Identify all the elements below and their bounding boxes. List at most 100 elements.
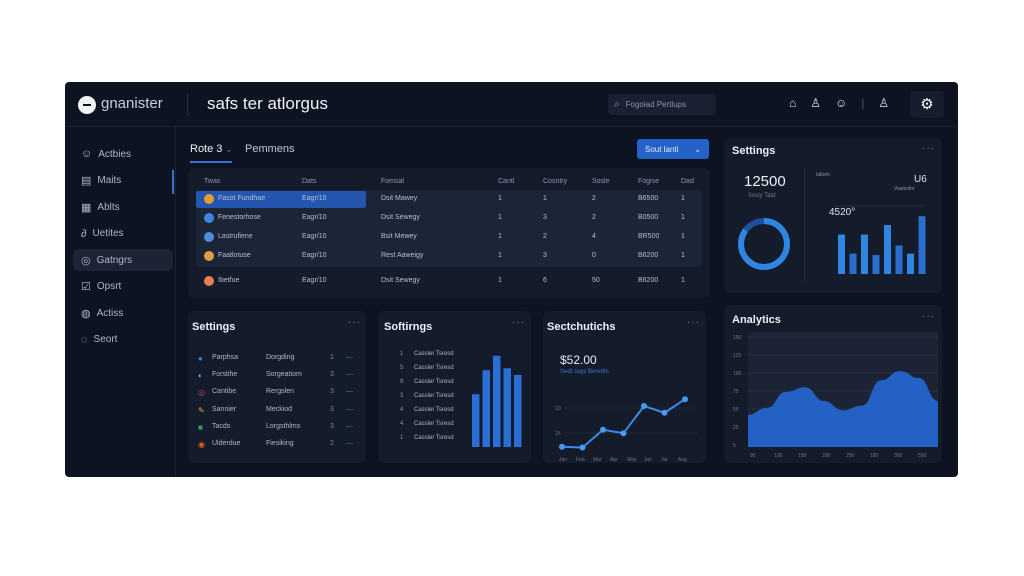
list-item[interactable]: ◎ Cantibe Rergslen 3 — xyxy=(198,388,358,402)
list-item[interactable]: ◐ Forstihe Sorgeatiom 3 — xyxy=(198,371,358,385)
column-header[interactable]: Cantl xyxy=(498,178,515,185)
minus-icon[interactable]: — xyxy=(346,354,353,361)
table-row[interactable]: Fenestorhose Eagr/10 Dsit Sewegy 1 3 2 B0500 1 xyxy=(196,210,702,229)
x-tick: Jun xyxy=(644,457,652,463)
sort-button[interactable]: Sout lanti ⌄ xyxy=(637,139,709,159)
app-window: gnanister safs ter atlorgus ⌕ Fogoiad Pe… xyxy=(65,82,958,477)
column-header[interactable]: Fogise xyxy=(638,178,660,185)
account-icon[interactable]: ♙ xyxy=(878,96,890,110)
list-item[interactable]: ● Parphsa Dorgding 1 — xyxy=(198,354,358,368)
support-icon: ◌ xyxy=(81,333,88,346)
table-row[interactable]: Ibetfue Eagr/10 Dsit Sewegy 1 6 50 B6200 1 xyxy=(196,273,702,292)
minus-icon[interactable]: — xyxy=(346,405,353,413)
x-tick: Jan xyxy=(559,457,567,463)
app-name: gnanister xyxy=(101,95,163,112)
x-tick: May xyxy=(627,457,637,463)
table-cell: Dsit Sewegy xyxy=(381,214,420,221)
list-item[interactable]: ◉ Ulderdue Fiesiking 2 — xyxy=(198,440,358,454)
tab-rote[interactable]: Rote 3 ⌄ xyxy=(190,143,233,163)
minus-icon[interactable]: — xyxy=(346,371,353,379)
table-row[interactable]: Faatlotuse Eagr/10 Rest Aaweigy 1 3 0 B6200 1 xyxy=(196,248,702,267)
sidebar-item-seort[interactable]: ◌ Seort xyxy=(73,329,173,351)
analytics-card: Analytics ··· 150 125 100 75 50 25 5 95 100 150 20… xyxy=(724,305,942,463)
item-name: Cantibe xyxy=(212,388,237,396)
gift-icon[interactable]: ⌂ xyxy=(789,96,797,110)
search-input[interactable]: ⌕ Fogoiad Pertlups xyxy=(608,94,716,115)
sidebar-item-label: Actiss xyxy=(96,307,124,319)
table-cell: 3 xyxy=(543,252,547,259)
table-cell: 2 xyxy=(543,233,547,240)
x-tick: Aug xyxy=(678,457,687,463)
card-title: Softirngs xyxy=(384,321,433,333)
chevron-down-icon: ⌄ xyxy=(225,145,233,154)
more-icon[interactable]: ··· xyxy=(512,317,525,328)
sidebar-item-maits[interactable]: ▤ Maits xyxy=(73,170,173,192)
sidebar-item-gatngrs[interactable]: ◎ Gatngrs xyxy=(73,249,173,271)
big-caption: Sosly Tatd xyxy=(748,193,776,199)
minus-icon[interactable]: — xyxy=(346,388,353,396)
column-header[interactable]: Dats xyxy=(302,178,317,185)
item-name: Ulderdue xyxy=(212,440,241,447)
sidebar-scrollbar[interactable] xyxy=(172,170,174,194)
column-header[interactable]: Sosle xyxy=(592,178,610,185)
item-name: Tacds xyxy=(212,422,231,430)
item-name: Sannier xyxy=(212,405,237,413)
list-item[interactable]: ■ Tacds Lorgsthlms 3 — xyxy=(198,423,358,437)
more-icon[interactable]: ··· xyxy=(922,311,935,322)
item-count: 3 xyxy=(330,388,334,396)
list-card: Settings ··· ● Parphsa Dorgding 1 — ◐ Forstihe… xyxy=(188,311,366,463)
sort-button-label: Sout lanti xyxy=(645,144,679,154)
table-cell: 1 xyxy=(681,195,685,202)
stat-value: $52.00 xyxy=(560,353,597,367)
table-row[interactable]: Fasot Fundhae Eagr/10 Dsit Mawey 1 1 2 B6500 1 xyxy=(196,191,702,210)
card-icon: ▤ xyxy=(81,175,92,187)
column-header[interactable]: Cosntry xyxy=(543,178,568,185)
avatar xyxy=(204,213,214,223)
bar xyxy=(872,254,880,274)
list-item[interactable]: ✎ Sannier Meckiod 3 — xyxy=(198,406,358,420)
avatar xyxy=(204,194,214,204)
line-chart: 10 15 Jan Feb Mar Apr May Jun Jul Aug xyxy=(555,396,698,463)
table-cell: Fenestorhose xyxy=(218,214,261,221)
sidebar-item-actbies[interactable]: ☺ Actbies xyxy=(73,143,173,165)
minus-icon[interactable]: — xyxy=(346,440,353,447)
x-tick: 95 xyxy=(750,453,756,459)
help-icon[interactable]: ☺ xyxy=(835,96,848,110)
table-cell: 2 xyxy=(592,195,596,202)
table-cell: 1 xyxy=(498,252,502,259)
table-row[interactable]: Lastrufiene Eagr/10 Bsit Mewey 1 2 4 BR500 1 xyxy=(196,229,702,248)
tab-pemmens[interactable]: Pemmens xyxy=(245,143,295,155)
sidebar-item-opsrt[interactable]: ☑ Opsrt xyxy=(73,276,173,298)
bar xyxy=(503,368,511,447)
sidebar-item-label: Gatngrs xyxy=(96,254,133,266)
table-cell: B6500 xyxy=(638,195,659,202)
card-title: Settings xyxy=(732,145,776,157)
more-icon[interactable]: ··· xyxy=(922,143,935,154)
divider: | xyxy=(861,96,865,110)
table-cell: 1 xyxy=(681,252,685,259)
column-header[interactable]: Dad xyxy=(681,178,694,185)
sidebar-item-actiss[interactable]: ◍ Actiss xyxy=(73,302,173,324)
sidebar-item-ablts[interactable]: ▦ Ablts xyxy=(73,196,173,218)
settings-gear-icon[interactable]: ⚙ xyxy=(910,91,944,118)
sidebar-item-label: Uetites xyxy=(92,228,124,239)
table-cell: Dsit Sewegy xyxy=(381,277,420,284)
item-value: Meckiod xyxy=(266,405,293,413)
card-title: Sectchutichs xyxy=(547,321,616,333)
y-tick: 25 xyxy=(733,425,739,431)
item-value: Rergslen xyxy=(266,388,295,396)
more-icon[interactable]: ··· xyxy=(348,317,361,328)
sidebar-item-uetites[interactable]: ∂ Uetites xyxy=(73,223,173,245)
more-icon[interactable]: ··· xyxy=(687,317,700,328)
minus-icon[interactable]: — xyxy=(346,422,353,430)
data-point xyxy=(641,403,647,409)
row-number: 9 xyxy=(400,379,404,385)
bar xyxy=(895,245,903,274)
user-icon[interactable]: ♙ xyxy=(810,96,822,110)
stat-caption: Sedt ssgs Berents xyxy=(560,369,609,375)
gauge-icon: ◎ xyxy=(198,388,205,398)
column-header[interactable]: Fomsal xyxy=(381,178,404,185)
row-label: Cassler Tsresd xyxy=(414,435,454,441)
globe-icon: ◍ xyxy=(81,307,91,320)
column-header[interactable]: Twas xyxy=(204,178,221,185)
